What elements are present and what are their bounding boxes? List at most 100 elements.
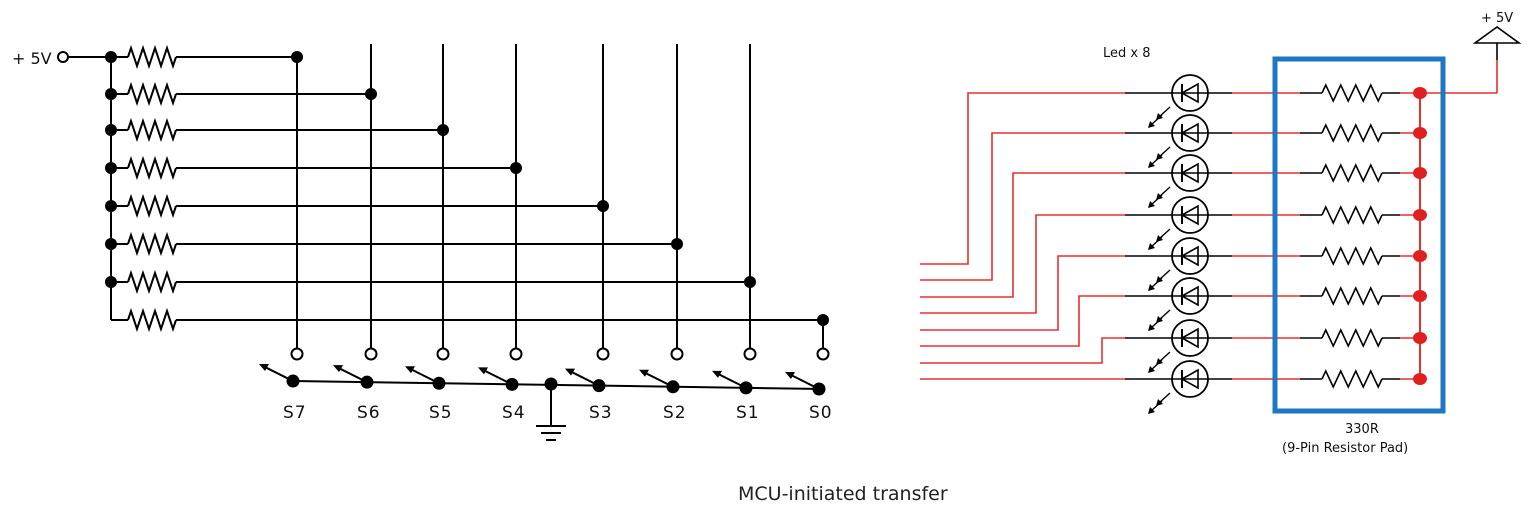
switch-label: S4: [502, 403, 526, 423]
led-resistor: [1321, 369, 1383, 389]
led-resistor: [1321, 246, 1383, 266]
resistor-value-label: 330R: [1345, 422, 1379, 437]
pad-dot: [1413, 167, 1427, 179]
pullup-row: [105, 231, 683, 257]
supply-arrow-icon: [1472, 26, 1522, 44]
pad-dot: [1413, 250, 1427, 262]
led-signal-wire: [920, 214, 1125, 314]
pullup-resistor: [127, 231, 177, 257]
supply-terminal: [57, 51, 69, 63]
pullup-row: [111, 307, 829, 333]
led-resistor: [1321, 286, 1383, 306]
bus-junction: [105, 88, 117, 100]
led-row: [920, 114, 1427, 281]
pullup-resistor: [127, 81, 177, 107]
pad-dot: [1413, 127, 1427, 139]
led-signal-wire: [920, 295, 1125, 347]
ground-junction: [544, 377, 558, 391]
led-resistor: [1321, 205, 1383, 225]
led-signal-wire: [920, 255, 1125, 331]
pullup-resistor: [127, 117, 177, 143]
switch-arrow-icon: [785, 372, 795, 379]
pullup-row: [105, 81, 377, 107]
pullup-resistor: [127, 193, 177, 219]
led-signal-wire: [920, 132, 1125, 281]
led-icon: [1148, 114, 1212, 168]
switch-label: S5: [429, 403, 453, 423]
led-icon: [1148, 360, 1212, 414]
resistor-pad-box: [1272, 56, 1446, 414]
pullup-row: [105, 193, 609, 219]
led-bank: Led x 8 + 5V 330R (9-Pin Resistor Pad): [920, 11, 1522, 456]
led-icon: [1148, 74, 1212, 128]
pad-dot: [1413, 209, 1427, 221]
led-icon: [1148, 319, 1212, 373]
led-icon: [1148, 277, 1212, 331]
switch-label: S7: [283, 403, 307, 423]
diagram-caption: MCU-initiated transfer: [738, 483, 948, 505]
switch-label: S2: [663, 403, 687, 423]
switch-contact: [290, 347, 304, 361]
supply-label-left: + 5V: [12, 49, 52, 68]
switch-contact: [509, 347, 523, 361]
ground-symbol: [536, 384, 566, 441]
switch-arrow-icon: [405, 366, 415, 374]
switch-contact: [816, 347, 830, 361]
switch-s4: S4: [478, 44, 526, 423]
pullup-resistor: [127, 307, 177, 333]
switch-contact: [364, 347, 378, 361]
switch-arrow-icon: [565, 368, 575, 376]
bus-junction: [105, 238, 117, 250]
switch-matrix: + 5V S7 S6 S5 S4 S3 S2 S1 S0: [12, 44, 833, 441]
led-row: [920, 319, 1427, 373]
switch-label: S1: [736, 403, 760, 423]
led-row: [920, 196, 1427, 314]
led-resistor: [1321, 123, 1383, 143]
switch-common-line: [292, 380, 824, 390]
led-signal-wire: [920, 92, 1125, 265]
switch-label: S0: [809, 403, 833, 423]
switch-label: S3: [589, 403, 613, 423]
switch-contact: [743, 347, 757, 361]
led-signal-wire: [920, 337, 1125, 364]
led-row: [920, 154, 1427, 298]
led-icon: [1148, 237, 1212, 291]
pullup-resistor: [127, 269, 177, 295]
resistor-pad-label: (9-Pin Resistor Pad): [1282, 441, 1408, 456]
bus-junction: [105, 162, 117, 174]
switch-arrow-icon: [639, 369, 649, 377]
switch-s6: S6: [333, 44, 381, 423]
led-row: [920, 74, 1427, 265]
led-icon: [1148, 154, 1212, 208]
switch-contact: [436, 347, 450, 361]
switch-contact: [596, 347, 610, 361]
led-resistor: [1321, 163, 1383, 183]
pad-dot: [1413, 87, 1427, 99]
switch-arrow-icon: [259, 364, 269, 372]
switch-arrow-icon: [478, 367, 488, 375]
switch-contact: [670, 347, 684, 361]
pullup-row: [105, 155, 522, 181]
switch-s7: S7: [259, 57, 307, 423]
bus-junction: [105, 200, 117, 212]
led-resistor: [1321, 83, 1383, 103]
switch-s5: S5: [405, 44, 453, 423]
switch-label: S6: [357, 403, 381, 423]
bus-junction: [105, 124, 117, 136]
led-count-label: Led x 8: [1103, 46, 1151, 61]
pad-dot: [1413, 290, 1427, 302]
supply-label-right: + 5V: [1481, 11, 1513, 26]
switch-s1: S1: [712, 44, 760, 423]
switch-s3: S3: [565, 44, 613, 423]
switch-arrow-icon: [333, 365, 343, 373]
led-signal-wire: [920, 172, 1125, 298]
pullup-resistor: [127, 155, 177, 181]
switch-s0: S0: [785, 320, 833, 423]
pullup-row: [105, 44, 303, 70]
led-row: [920, 277, 1427, 347]
pullup-row: [105, 117, 449, 143]
led-icon: [1148, 196, 1212, 250]
pad-dot: [1413, 373, 1427, 385]
pullup-row: [105, 269, 756, 295]
